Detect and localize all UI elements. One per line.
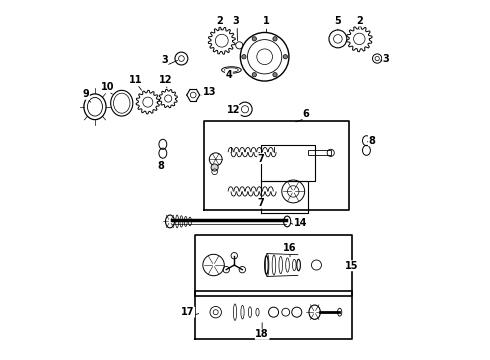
Text: 5: 5 [335, 16, 341, 26]
Circle shape [283, 55, 288, 59]
Text: 7: 7 [258, 154, 265, 163]
Circle shape [252, 73, 256, 77]
Circle shape [242, 55, 246, 59]
Text: 15: 15 [345, 261, 359, 271]
Text: 3: 3 [161, 55, 168, 65]
Text: 12: 12 [227, 105, 240, 115]
Text: 11: 11 [129, 75, 143, 85]
Text: 16: 16 [283, 243, 296, 253]
Text: 1: 1 [263, 16, 270, 26]
Text: 6: 6 [302, 109, 309, 119]
Text: 13: 13 [202, 87, 216, 98]
Text: 8: 8 [368, 136, 375, 146]
Text: 17: 17 [181, 307, 195, 317]
Text: 14: 14 [294, 218, 307, 228]
Text: 7: 7 [258, 198, 265, 208]
Text: 2: 2 [356, 16, 363, 26]
Circle shape [211, 164, 218, 171]
Text: 18: 18 [255, 329, 269, 339]
Text: 4: 4 [225, 69, 232, 80]
Circle shape [273, 37, 277, 41]
Text: 3: 3 [233, 16, 240, 26]
Circle shape [252, 37, 256, 41]
Text: 2: 2 [217, 16, 223, 26]
Text: 12: 12 [159, 75, 172, 85]
Text: 10: 10 [101, 82, 114, 92]
Circle shape [273, 73, 277, 77]
Text: 9: 9 [83, 89, 89, 99]
Text: 8: 8 [158, 161, 165, 171]
Bar [308, 150, 331, 155]
Text: 3: 3 [383, 54, 390, 64]
